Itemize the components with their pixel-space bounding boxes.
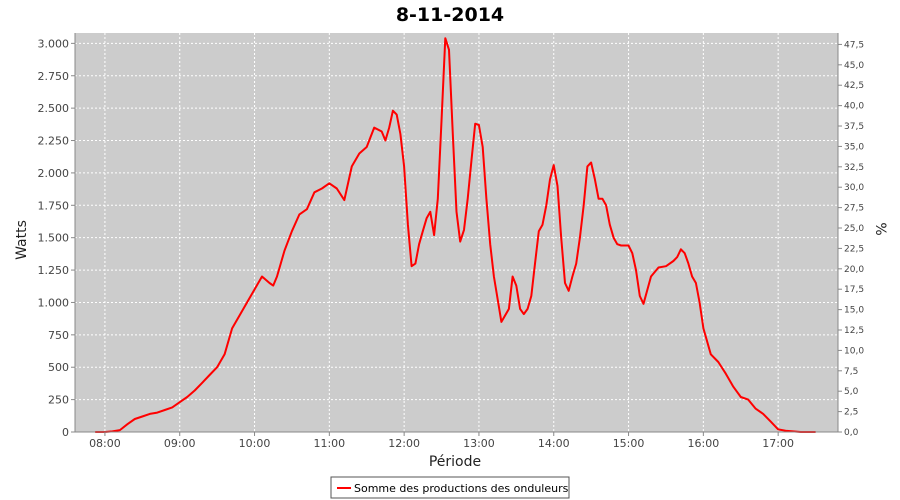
y2-tick-label: 10,0: [844, 346, 864, 356]
y-tick-label: 2.000: [38, 167, 70, 180]
y2-tick-label: 32,5: [844, 163, 864, 173]
axes: 08:00 09:00 10:00 11:00 12:00 13:00 14:00 15:00…: [38, 33, 864, 450]
x-tick-label: 13:00: [463, 437, 495, 450]
y2-tick-label: 40,0: [844, 102, 864, 112]
y2-tick-label: 0,0: [844, 428, 859, 438]
x-tick-label: 14:00: [538, 437, 570, 450]
y-tick-label: 2.750: [38, 70, 70, 83]
y2-tick-label: 12,5: [844, 326, 864, 336]
y2-tick-label: 17,5: [844, 285, 864, 295]
y-tick-label: 1.750: [38, 199, 70, 212]
x-axis-label: Période: [429, 454, 481, 470]
grid-lines: [75, 33, 838, 433]
y2-tick-label: 35,0: [844, 142, 864, 152]
x-tick-label: 10:00: [239, 437, 271, 450]
y2-tick-label: 45,0: [844, 61, 864, 71]
y-tick-label: 0: [62, 426, 69, 439]
series-layer: [95, 37, 816, 433]
y2-tick-label: 20,0: [844, 265, 864, 275]
legend-box: [330, 476, 570, 499]
y-tick-label: 2.250: [38, 135, 70, 148]
plot-background: [75, 33, 838, 432]
series-line: [95, 37, 816, 433]
y-tick-label: 1.500: [38, 232, 70, 245]
chart-title: 8-11-2014: [396, 4, 504, 26]
y-tick-label: 1.000: [38, 296, 70, 309]
x-tick-label: 09:00: [164, 437, 196, 450]
y-tick-label: 500: [48, 361, 69, 374]
y2-tick-label: 15,0: [844, 306, 864, 316]
legend-label: Somme des productions des onduleurs: [354, 482, 569, 495]
y-tick-label: 250: [48, 394, 69, 407]
y2-tick-label: 27,5: [844, 204, 864, 214]
x-tick-label: 11:00: [313, 437, 345, 450]
y2-tick-label: 25,0: [844, 224, 864, 234]
y2-axis-label: %: [872, 222, 888, 235]
y-tick-label: 3.000: [38, 37, 70, 50]
y-tick-label: 1.250: [38, 264, 70, 277]
x-tick-label: 12:00: [388, 437, 420, 450]
x-tick-label: 16:00: [688, 437, 720, 450]
y2-tick-label: 22,5: [844, 244, 864, 254]
y2-tick-label: 37,5: [844, 122, 864, 132]
x-tick-label: 15:00: [613, 437, 645, 450]
y-axis-label: Watts: [14, 220, 30, 260]
y2-tick-label: 47,5: [844, 40, 864, 50]
y2-tick-label: 2,5: [844, 408, 858, 418]
y-tick-label: 2.500: [38, 102, 70, 115]
y2-tick-label: 5,0: [844, 387, 859, 397]
legend: Somme des productions des onduleurs: [330, 476, 570, 499]
y2-tick-label: 30,0: [844, 183, 864, 193]
plot-area: [75, 33, 838, 432]
x-tick-label: 08:00: [89, 437, 121, 450]
y-tick-label: 750: [48, 329, 69, 342]
y2-tick-label: 7,5: [844, 367, 858, 377]
y2-tick-label: 42,5: [844, 81, 864, 91]
x-tick-label: 17:00: [762, 437, 794, 450]
